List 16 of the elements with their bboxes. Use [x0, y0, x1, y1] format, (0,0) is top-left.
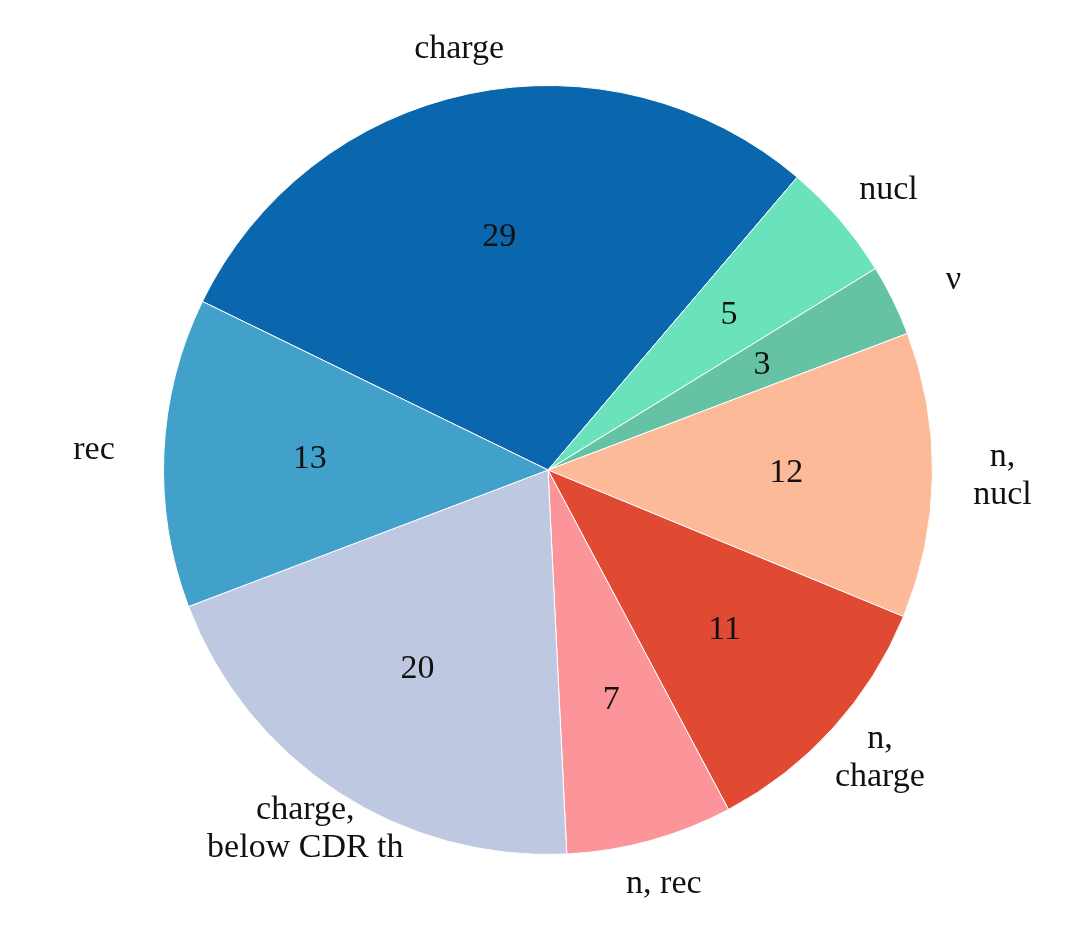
slice-label: n, charge [834, 718, 925, 794]
slice-label: charge, below CDR th [207, 789, 404, 865]
slice-label: n, nucl [973, 435, 1032, 511]
data-label: 12 [769, 452, 804, 490]
slice-label: rec [73, 429, 115, 467]
slice-label: n, rec [626, 863, 702, 900]
data-label: 11 [708, 609, 741, 647]
data-label: 13 [292, 438, 327, 476]
slice-label: nucl [859, 169, 918, 207]
data-label: 7 [602, 678, 620, 716]
slice-label: charge [414, 28, 505, 66]
data-label: 29 [482, 215, 517, 253]
data-label: 3 [753, 343, 771, 381]
slice-label: ν [945, 259, 962, 297]
data-label: 20 [400, 648, 435, 686]
data-label: 5 [720, 293, 738, 331]
